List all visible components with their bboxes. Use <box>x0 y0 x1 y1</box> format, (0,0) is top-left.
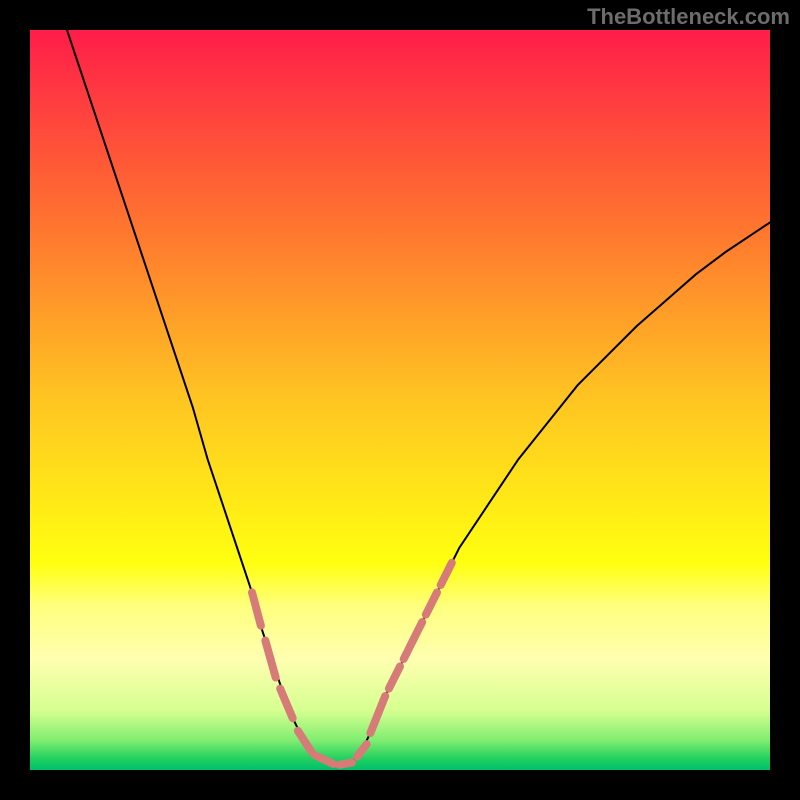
chart-svg <box>30 30 770 770</box>
attribution-text: TheBottleneck.com <box>587 4 790 30</box>
plot-area <box>30 30 770 770</box>
chart-canvas: TheBottleneck.com <box>0 0 800 800</box>
